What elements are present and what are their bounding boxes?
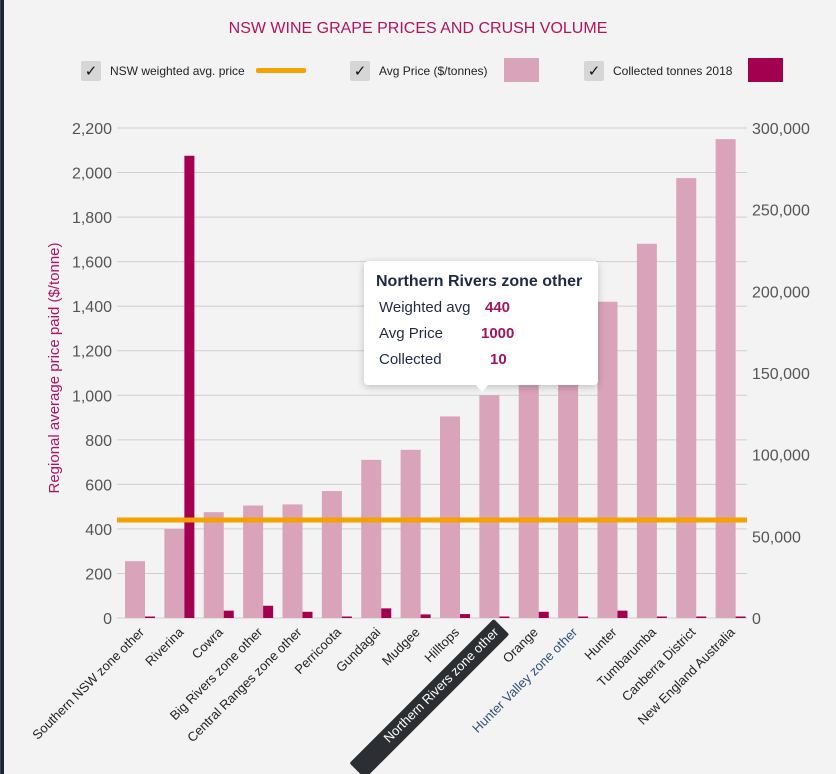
- y2-tick-label: 100,000: [752, 448, 810, 465]
- y2-tick-label: 150,000: [752, 366, 810, 383]
- tooltip-value-weighted-avg: 440: [485, 299, 511, 316]
- tooltip-arrow: [475, 384, 489, 392]
- x-tick-label: Southern NSW zone other: [29, 624, 147, 742]
- legend-item-collected[interactable]: ✓ Collected tonnes 2018: [584, 61, 732, 81]
- bar-collected-tonnes: [341, 616, 352, 618]
- bar-avg-price: [321, 491, 342, 618]
- y-tick-label: 1,200: [72, 344, 112, 361]
- y2-tick-label: 300,000: [752, 121, 810, 138]
- y2-tick-label: 250,000: [752, 203, 810, 220]
- bar-avg-price: [243, 505, 264, 618]
- bar-collected-tonnes: [617, 610, 628, 618]
- x-tick-label: Riverina: [142, 624, 187, 669]
- legend-swatch-line: [256, 68, 306, 73]
- bar-avg-price: [440, 416, 460, 618]
- legend-item-avg-price[interactable]: ✓ Avg Price ($/tonnes): [350, 61, 488, 81]
- y-tick-label: 1,400: [72, 299, 112, 316]
- legend-swatch-avg-price: [504, 58, 539, 82]
- y-tick-label: 800: [85, 433, 112, 450]
- x-tick-highlight: [350, 619, 509, 774]
- bar-collected-tonnes: [656, 616, 667, 618]
- x-tick-label: Mudgee: [379, 625, 423, 669]
- legend-label: Collected tonnes 2018: [613, 64, 733, 78]
- checkbox-checked-icon[interactable]: ✓: [584, 61, 604, 81]
- tooltip-value-collected: 10: [490, 351, 507, 368]
- bar-avg-price: [676, 178, 697, 618]
- y-tick-label: 600: [85, 477, 112, 494]
- bar-collected-tonnes: [184, 155, 195, 618]
- y-tick-label: 200: [85, 566, 112, 583]
- bar-avg-price: [636, 243, 657, 618]
- window-edge: [0, 0, 4, 774]
- tooltip-value-avg-price: 1000: [481, 325, 515, 342]
- bar-avg-price: [203, 512, 224, 618]
- y2-tick-label: 200,000: [752, 284, 810, 301]
- bar-collected-tonnes: [223, 610, 234, 618]
- bar-collected-tonnes: [578, 616, 589, 618]
- bar-collected-tonnes: [696, 616, 707, 618]
- bar-collected-tonnes: [263, 605, 274, 618]
- bar-avg-price: [164, 528, 185, 618]
- window-edge-strip: [0, 0, 1, 774]
- checkbox-checked-icon[interactable]: ✓: [81, 61, 101, 81]
- bar-avg-price: [125, 561, 145, 618]
- bar-avg-price: [715, 139, 736, 619]
- bar-collected-tonnes: [735, 616, 746, 618]
- tooltip-label-weighted-avg: Weighted avg: [379, 299, 471, 316]
- bar-avg-price: [361, 459, 382, 618]
- y-tick-label: 0: [103, 611, 112, 628]
- bar-collected-tonnes: [381, 608, 392, 618]
- legend-label: NSW weighted avg. price: [110, 64, 245, 78]
- bar-avg-price: [282, 504, 303, 618]
- y-tick-label: 1,600: [72, 255, 112, 272]
- bar-collected-tonnes: [145, 616, 155, 618]
- x-tick-label: Hunter: [581, 624, 620, 663]
- bar-avg-price: [597, 301, 618, 618]
- bar-collected-tonnes: [538, 611, 549, 618]
- bar-collected-tonnes: [499, 616, 510, 618]
- checkbox-checked-icon[interactable]: ✓: [350, 61, 370, 81]
- tooltip-label-collected: Collected: [379, 351, 442, 368]
- y2-tick-label: 0: [752, 611, 761, 628]
- y-tick-label: 1,800: [72, 210, 112, 227]
- legend-label: Avg Price ($/tonnes): [379, 64, 488, 78]
- tooltip: Northern Rivers zone other Weighted avg …: [364, 261, 598, 385]
- bar-avg-price: [400, 449, 421, 618]
- bar-avg-price: [479, 395, 500, 618]
- bar-collected-tonnes: [460, 614, 470, 618]
- bar-collected-tonnes: [420, 614, 431, 618]
- legend-swatch-collected: [748, 58, 783, 82]
- y-tick-label: 1,000: [72, 388, 112, 405]
- tooltip-label-avg-price: Avg Price: [379, 325, 443, 342]
- y2-tick-label: 50,000: [752, 529, 801, 546]
- tooltip-title: Northern Rivers zone other: [376, 273, 583, 290]
- bar-avg-price: [558, 350, 579, 618]
- bar-avg-price: [518, 379, 539, 618]
- bar-collected-tonnes: [302, 611, 313, 618]
- legend-item-weighted-avg[interactable]: ✓ NSW weighted avg. price: [81, 61, 245, 81]
- y-tick-label: 2,200: [72, 121, 112, 138]
- y-axis-title: Regional average price paid ($/tonne): [46, 243, 63, 494]
- y-tick-label: 2,000: [72, 166, 112, 183]
- chart-title: NSW WINE GRAPE PRICES AND CRUSH VOLUME: [228, 20, 608, 37]
- y-tick-label: 400: [85, 522, 112, 539]
- x-tick-label: Cowra: [189, 624, 227, 662]
